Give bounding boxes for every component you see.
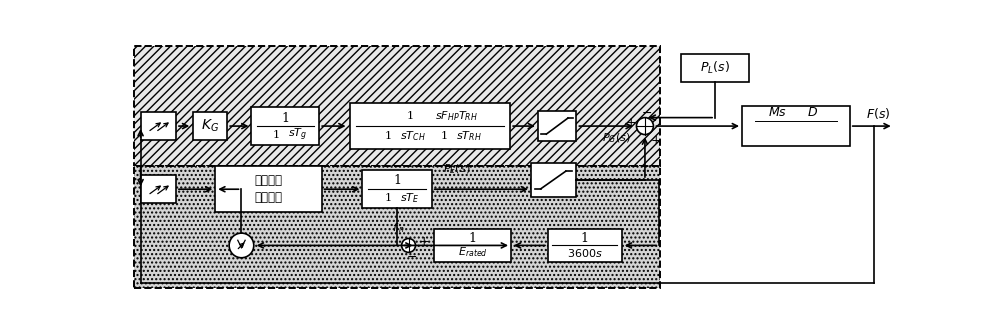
- Bar: [141, 112, 176, 140]
- Text: +: +: [626, 116, 636, 129]
- Text: 1: 1: [385, 131, 392, 141]
- Text: $E_{rated}$: $E_{rated}$: [458, 246, 487, 259]
- Bar: [538, 111, 576, 141]
- Text: 1: 1: [281, 112, 289, 125]
- Bar: [134, 46, 660, 166]
- Text: 储能调频: 储能调频: [254, 174, 282, 187]
- Text: $F(s)$: $F(s)$: [866, 106, 890, 121]
- Bar: [350, 103, 510, 149]
- Text: $f_{in}$: $f_{in}$: [392, 221, 405, 235]
- Text: 控制策略: 控制策略: [254, 191, 282, 204]
- Bar: [742, 106, 850, 146]
- Bar: [215, 166, 322, 212]
- Text: −: −: [642, 107, 652, 120]
- Bar: [193, 112, 227, 140]
- Circle shape: [402, 238, 415, 252]
- Bar: [362, 170, 432, 208]
- Text: +: +: [650, 134, 661, 147]
- Text: $Ms$: $Ms$: [768, 107, 787, 120]
- Bar: [548, 229, 622, 262]
- Text: 1: 1: [468, 232, 476, 245]
- Text: $P_L(s)$: $P_L(s)$: [700, 60, 730, 76]
- Bar: [531, 163, 576, 197]
- Text: 1: 1: [393, 174, 401, 187]
- Bar: [134, 166, 660, 288]
- Bar: [251, 107, 319, 145]
- Text: $3600s$: $3600s$: [567, 247, 603, 259]
- Text: −: −: [406, 250, 417, 264]
- Text: $sT_{RH}$: $sT_{RH}$: [456, 129, 481, 143]
- Text: 1: 1: [581, 232, 589, 245]
- Text: $sT_g$: $sT_g$: [288, 126, 307, 143]
- Text: $K_G$: $K_G$: [201, 118, 219, 134]
- Text: 1: 1: [407, 111, 414, 121]
- Text: 1: 1: [440, 131, 448, 141]
- Text: $D$: $D$: [807, 107, 818, 120]
- Text: +: +: [419, 235, 429, 248]
- Bar: [434, 229, 511, 262]
- Text: $P_E(s)$: $P_E(s)$: [443, 162, 471, 176]
- Circle shape: [229, 233, 254, 258]
- Text: 1: 1: [384, 193, 391, 203]
- Text: $sF_{HP}T_{RH}$: $sF_{HP}T_{RH}$: [435, 109, 478, 123]
- Text: 1: 1: [273, 129, 280, 139]
- Bar: [681, 54, 749, 82]
- Text: $sT_{CH}$: $sT_{CH}$: [400, 129, 426, 143]
- Text: $sT_E$: $sT_E$: [400, 191, 419, 205]
- Circle shape: [636, 118, 653, 134]
- Bar: [141, 175, 176, 203]
- Text: $P_G(s)$: $P_G(s)$: [602, 131, 631, 145]
